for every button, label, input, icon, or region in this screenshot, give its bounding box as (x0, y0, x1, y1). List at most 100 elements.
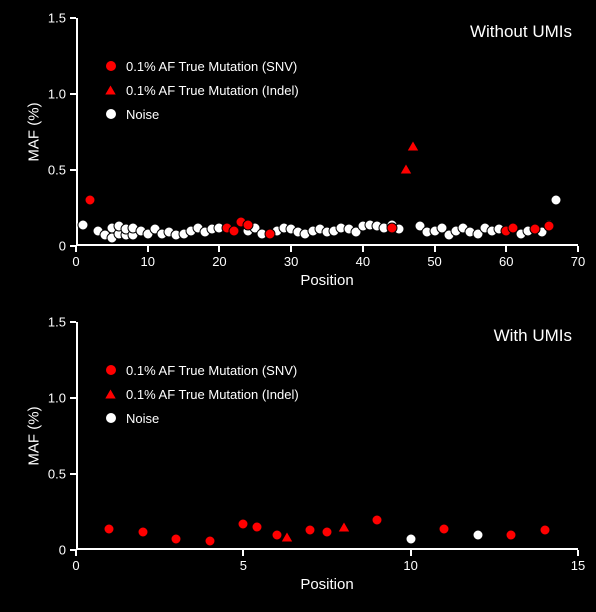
triangle-icon (104, 83, 118, 97)
y-tick-label: 0 (59, 239, 66, 254)
x-tick-label: 10 (403, 558, 417, 573)
marker-snv (386, 222, 397, 233)
marker-snv (372, 514, 383, 525)
x-tick-label: 30 (284, 254, 298, 269)
marker-noise (405, 534, 416, 545)
legend-label: 0.1% AF True Mutation (SNV) (126, 59, 297, 74)
y-tick (70, 245, 76, 247)
x-tick-label: 5 (240, 558, 247, 573)
marker-snv (171, 534, 182, 545)
x-tick (147, 246, 149, 252)
x-tick-label: 60 (499, 254, 513, 269)
legend-item: 0.1% AF True Mutation (SNV) (104, 360, 299, 380)
legend-item: Noise (104, 104, 299, 124)
circle-icon (104, 107, 118, 121)
x-tick-label: 15 (571, 558, 585, 573)
marker-noise (551, 195, 562, 206)
marker-noise (472, 529, 483, 540)
marker-snv (322, 526, 333, 537)
marker-indel (337, 520, 350, 538)
x-axis-title: Position (300, 576, 353, 593)
legend-item: Noise (104, 408, 299, 428)
x-tick-label: 50 (427, 254, 441, 269)
marker-snv (508, 222, 519, 233)
x-tick (410, 550, 412, 556)
plot-area (76, 322, 578, 550)
x-tick (290, 246, 292, 252)
marker-indel (399, 161, 412, 179)
y-tick-label: 0.5 (48, 467, 66, 482)
y-tick (70, 473, 76, 475)
y-tick (70, 17, 76, 19)
marker-indel (280, 529, 293, 547)
panel-title: Without UMIs (470, 22, 572, 42)
y-tick-label: 0.5 (48, 163, 66, 178)
x-tick-label: 70 (571, 254, 585, 269)
marker-snv (539, 525, 550, 536)
marker-snv (243, 219, 254, 230)
x-tick-label: 40 (356, 254, 370, 269)
marker-indel (407, 138, 420, 156)
x-tick (577, 550, 579, 556)
legend-label: 0.1% AF True Mutation (Indel) (126, 83, 299, 98)
x-tick-label: 0 (72, 254, 79, 269)
marker-snv (264, 228, 275, 239)
marker-snv (305, 525, 316, 536)
x-tick (577, 246, 579, 252)
circle-icon (104, 363, 118, 377)
legend-label: Noise (126, 107, 159, 122)
figure: { "figure": { "width": 596, "height": 61… (0, 0, 596, 612)
x-tick-label: 20 (212, 254, 226, 269)
y-axis-title: MAF (%) (26, 102, 43, 161)
y-tick-label: 0 (59, 543, 66, 558)
x-axis-line (76, 548, 578, 550)
y-tick (70, 397, 76, 399)
x-tick (362, 246, 364, 252)
panel-top: 0 10 20 30 40 50 60 70 Position 0 0.5 1.0 1.5 MAF (%)… (12, 6, 586, 300)
marker-snv (439, 523, 450, 534)
legend: 0.1% AF True Mutation (SNV) 0.1% AF True … (104, 56, 299, 128)
panel-title: With UMIs (494, 326, 572, 346)
marker-noise (78, 219, 89, 230)
y-axis-line (76, 18, 78, 246)
x-tick (505, 246, 507, 252)
marker-snv (238, 519, 249, 530)
y-tick-label: 1.0 (48, 87, 66, 102)
y-axis-line (76, 322, 78, 550)
y-tick-label: 1.0 (48, 391, 66, 406)
y-axis-title: MAF (%) (26, 406, 43, 465)
legend-item: 0.1% AF True Mutation (Indel) (104, 384, 299, 404)
x-tick (242, 550, 244, 556)
legend-item: 0.1% AF True Mutation (SNV) (104, 56, 299, 76)
marker-snv (529, 224, 540, 235)
y-tick (70, 169, 76, 171)
y-tick-label: 1.5 (48, 315, 66, 330)
x-tick (434, 246, 436, 252)
marker-snv (251, 522, 262, 533)
legend-label: 0.1% AF True Mutation (SNV) (126, 363, 297, 378)
marker-snv (204, 535, 215, 546)
y-tick (70, 93, 76, 95)
y-tick (70, 549, 76, 551)
x-tick-label: 10 (140, 254, 154, 269)
legend-label: Noise (126, 411, 159, 426)
y-tick-label: 1.5 (48, 11, 66, 26)
marker-snv (544, 221, 555, 232)
legend: 0.1% AF True Mutation (SNV) 0.1% AF True … (104, 360, 299, 432)
x-axis-line (76, 244, 578, 246)
circle-icon (104, 59, 118, 73)
x-tick-label: 0 (72, 558, 79, 573)
y-tick (70, 321, 76, 323)
x-tick (218, 246, 220, 252)
panel-bottom: 0 5 10 15 Position 0 0.5 1.0 1.5 MAF (%) With UMIs… (12, 310, 586, 604)
legend-item: 0.1% AF True Mutation (Indel) (104, 80, 299, 100)
triangle-icon (104, 387, 118, 401)
x-axis-title: Position (300, 272, 353, 289)
plot-area (76, 18, 578, 246)
marker-snv (137, 526, 148, 537)
marker-snv (85, 195, 96, 206)
marker-snv (506, 529, 517, 540)
marker-snv (104, 523, 115, 534)
circle-icon (104, 411, 118, 425)
legend-label: 0.1% AF True Mutation (Indel) (126, 387, 299, 402)
